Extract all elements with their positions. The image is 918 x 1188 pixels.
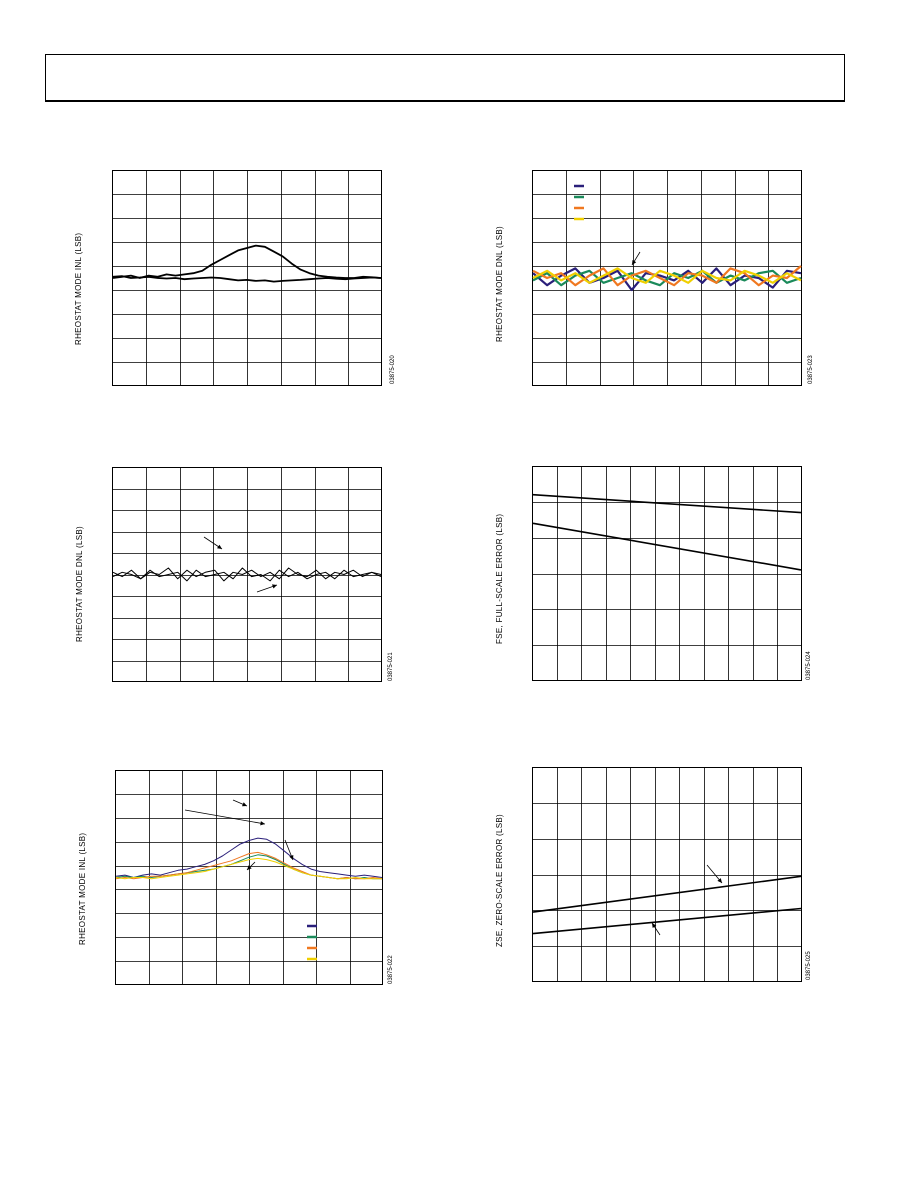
ylabel-c3: RHEOSTAT MODE DNL (LSB) <box>75 526 84 642</box>
chart-c2-svg <box>532 170 802 386</box>
c5-annotation-arrowhead-2 <box>289 855 294 860</box>
c6-annotation-arrowhead-1 <box>652 923 657 928</box>
c5-series-3 <box>115 857 382 880</box>
figure-id-c2: 03875-023 <box>808 355 814 384</box>
chart-rheostat-inl-bottom-left <box>115 770 383 985</box>
c6-annotation-arrowhead-0 <box>717 878 722 883</box>
chart-c4-svg <box>532 466 802 681</box>
ylabel-c5: RHEOSTAT MODE INL (LSB) <box>78 832 87 945</box>
figure-id-c1: 03875-020 <box>390 355 396 384</box>
chart-rheostat-dnl-top-right <box>532 170 802 386</box>
c5-annotation-arrow-1 <box>184 809 266 825</box>
c2-frame <box>532 170 802 386</box>
chart-c6-svg <box>532 767 802 982</box>
c5-annotation-arrowhead-3 <box>247 865 252 870</box>
c3-series-0 <box>112 567 382 582</box>
chart-c5-svg <box>115 770 383 985</box>
ylabel-c4: FSE, FULL-SCALE ERROR (LSB) <box>495 513 504 644</box>
chart-zero-scale-error <box>532 767 802 982</box>
figure-id-c4: 03875-024 <box>806 651 812 680</box>
c1-series-0 <box>112 244 382 279</box>
c5-annotation-arrowhead-0 <box>242 802 247 807</box>
c5-series-0 <box>115 837 383 878</box>
c4-series-0 <box>532 493 802 514</box>
chart-rheostat-dnl-middle-left <box>112 467 382 682</box>
c2-annotation-arrowhead-0 <box>632 260 637 265</box>
c6-series-1 <box>532 907 802 935</box>
c2-series-3 <box>532 267 802 284</box>
c3-annotation-arrowhead-1 <box>272 584 277 589</box>
c3-frame <box>112 467 382 682</box>
c6-series-0 <box>532 875 802 913</box>
chart-c1-svg <box>112 170 382 386</box>
c1-series-1 <box>112 275 382 283</box>
c2-series-2 <box>532 265 802 287</box>
ylabel-c2: RHEOSTAT MODE DNL (LSB) <box>495 226 504 342</box>
page-header-box <box>45 54 845 102</box>
figure-id-c6: 03875-025 <box>806 951 812 980</box>
c3-annotation-arrowhead-0 <box>217 544 222 549</box>
chart-c3-svg <box>112 467 382 682</box>
c3-series-1 <box>112 567 382 582</box>
ylabel-c1: RHEOSTAT MODE INL (LSB) <box>74 232 83 345</box>
c1-frame <box>112 170 382 386</box>
ylabel-c6: ZSE, ZERO-SCALE ERROR (LSB) <box>495 813 504 947</box>
c5-frame <box>115 770 383 985</box>
chart-full-scale-error <box>532 466 802 681</box>
chart-rheostat-inl-top-left <box>112 170 382 386</box>
figure-id-c3: 03875-021 <box>388 652 394 681</box>
c4-series-1 <box>532 522 802 571</box>
c6-frame <box>532 767 802 982</box>
c5-annotation-arrowhead-1 <box>260 821 265 826</box>
c4-frame <box>532 466 802 681</box>
figure-id-c5: 03875-022 <box>388 955 394 984</box>
